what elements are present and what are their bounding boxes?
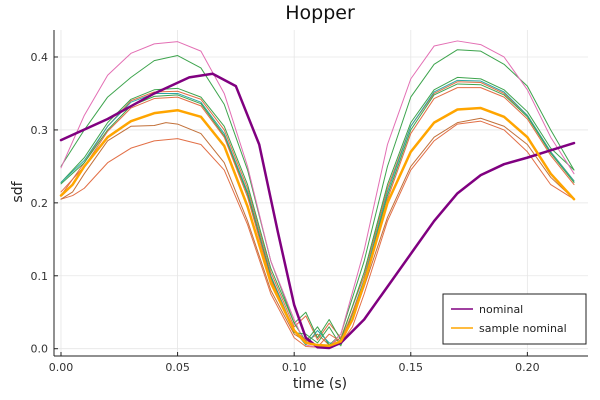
legend-label: nominal — [479, 303, 523, 316]
legend: nominal sample nominal — [442, 293, 587, 345]
y-tick-label: 0.2 — [31, 197, 49, 210]
legend-label: sample nominal — [479, 322, 567, 335]
x-tick-label: 0.00 — [49, 361, 74, 374]
chart-title: Hopper — [285, 2, 355, 24]
axes: 0.00 0.05 0.10 0.15 0.20 0.0 0.1 0.2 0.3 0.4 — [31, 30, 588, 374]
x-tick-label: 0.15 — [399, 361, 424, 374]
series-line-sample-nominal — [59, 106, 576, 348]
x-tick-label: 0.05 — [165, 361, 190, 374]
series-line-sample-9 — [60, 83, 575, 347]
x-axis-label: time (s) — [293, 376, 347, 392]
x-tick-label: 0.10 — [282, 361, 307, 374]
y-tick-label: 0.0 — [31, 343, 49, 356]
plot-area — [59, 40, 576, 350]
y-axis-label: sdf — [10, 180, 26, 202]
y-tick-label: 0.1 — [31, 270, 49, 283]
series-line-nominal — [59, 72, 576, 350]
legend-box — [442, 293, 587, 345]
series-line-sample-6 — [60, 49, 575, 346]
series-line-sample-4 — [60, 81, 575, 341]
x-tick-label: 0.20 — [515, 361, 540, 374]
series-line-sample-5 — [60, 76, 575, 341]
y-tick-label: 0.3 — [31, 124, 49, 137]
y-tick-label: 0.4 — [31, 51, 49, 64]
